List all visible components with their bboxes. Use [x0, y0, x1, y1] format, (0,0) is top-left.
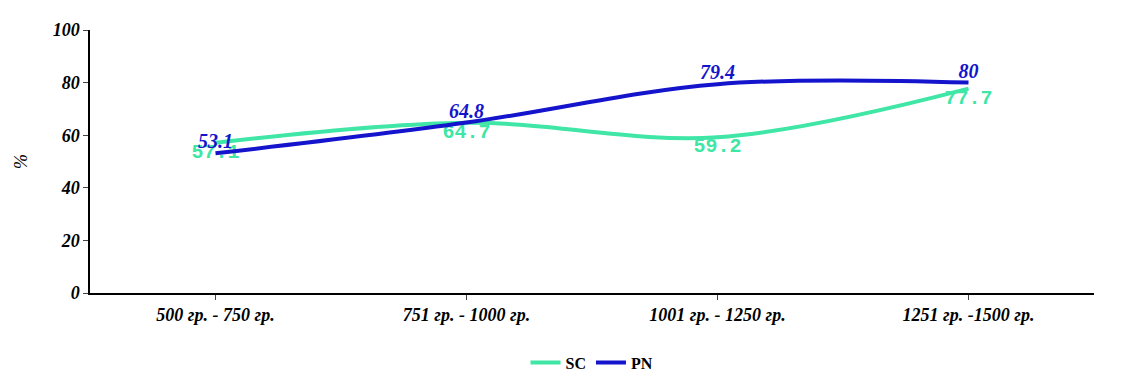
- svg-text:500 гр. - 750 гр.: 500 гр. - 750 гр.: [156, 305, 274, 325]
- svg-text:PN: PN: [631, 355, 653, 372]
- svg-text:64.8: 64.8: [449, 100, 484, 122]
- svg-text:100: 100: [53, 20, 80, 40]
- svg-text:79.4: 79.4: [700, 61, 735, 83]
- svg-text:751 гр. - 1000 гр.: 751 гр. - 1000 гр.: [403, 305, 530, 325]
- svg-text:59.2: 59.2: [693, 135, 741, 158]
- svg-text:20: 20: [61, 231, 80, 251]
- svg-text:%: %: [11, 154, 31, 169]
- svg-text:40: 40: [61, 178, 80, 198]
- svg-text:57.1: 57.1: [191, 141, 239, 164]
- svg-text:77.7: 77.7: [944, 87, 992, 110]
- svg-text:60: 60: [62, 126, 80, 146]
- svg-text:1251 гр. -1500 гр.: 1251 гр. -1500 гр.: [903, 305, 1035, 325]
- svg-text:1001 гр. - 1250 гр.: 1001 гр. - 1250 гр.: [649, 305, 785, 325]
- svg-text:53.1: 53.1: [198, 130, 233, 152]
- svg-text:80: 80: [959, 60, 979, 82]
- svg-text:64.7: 64.7: [442, 121, 490, 144]
- svg-text:80: 80: [62, 73, 80, 93]
- svg-text:0: 0: [71, 283, 80, 303]
- svg-text:SC: SC: [566, 355, 586, 372]
